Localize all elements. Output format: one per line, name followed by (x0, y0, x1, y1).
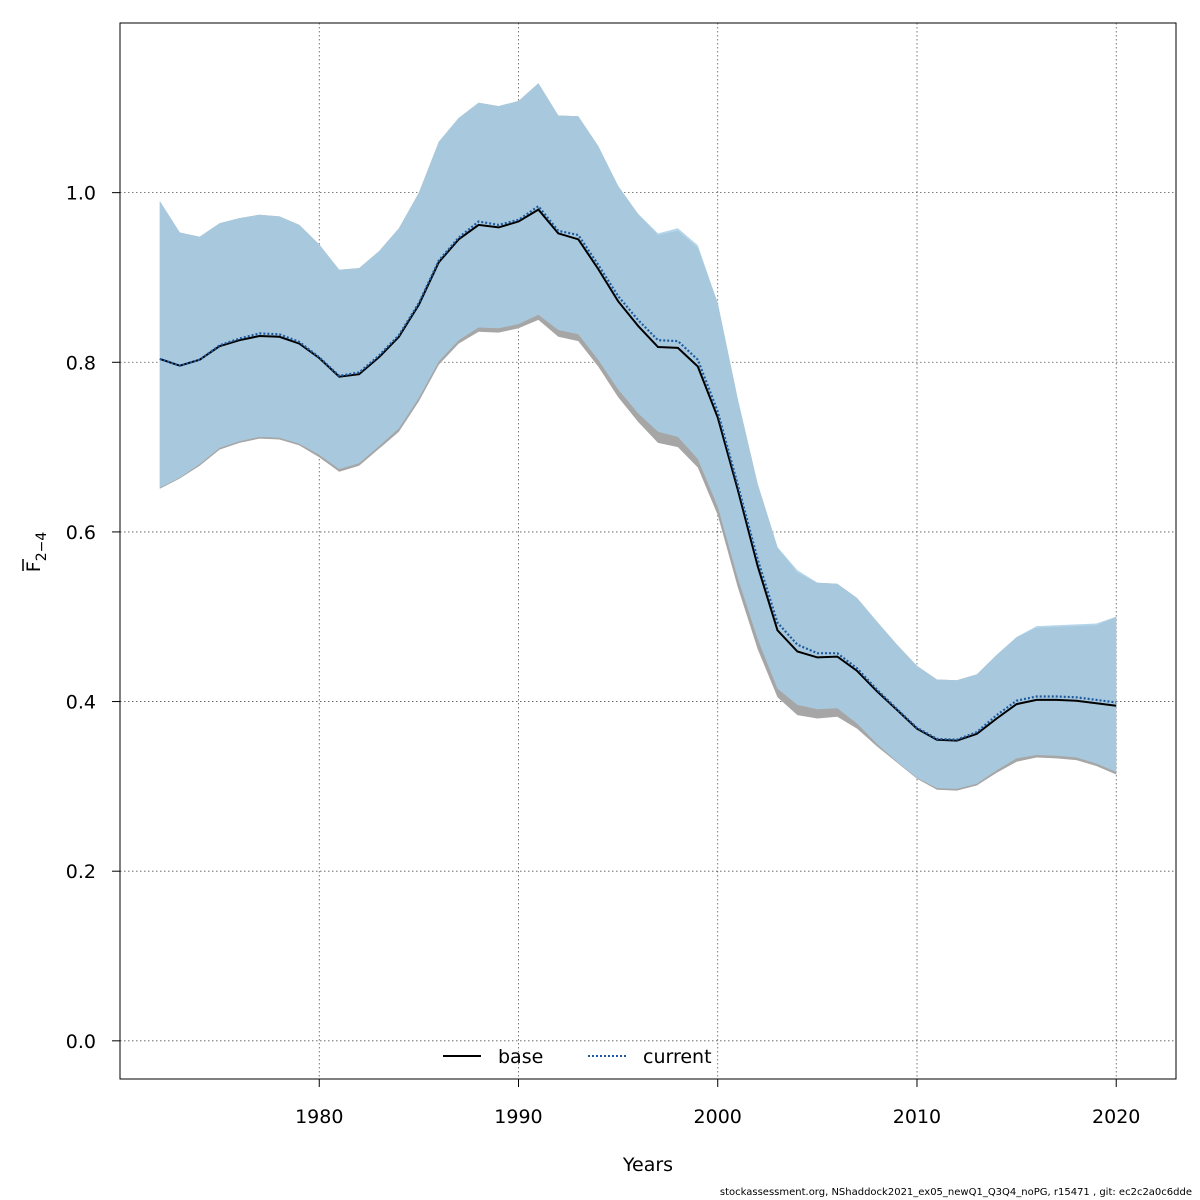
line-current (159, 204, 1117, 741)
x-tick-label: 1990 (494, 1106, 542, 1128)
plot-frame (119, 22, 1177, 1080)
x-tick-label: 2010 (893, 1106, 941, 1128)
y-tick-label: 0.6 (66, 522, 96, 544)
gridlines (120, 23, 1176, 1079)
y-axis-title-subscript: 2−4 (34, 532, 50, 562)
confidence-bands (159, 83, 1117, 791)
x-tick-label: 2000 (694, 1106, 742, 1128)
svg-text:F2−4: F2−4 (23, 532, 50, 573)
y-axis: 0.0 0.2 0.4 0.6 0.8 1.0 (66, 183, 120, 1053)
y-tick-label: 0.8 (66, 352, 96, 374)
y-tick-label: 0.2 (66, 861, 96, 883)
band-current (159, 83, 1117, 789)
x-tick-label: 2020 (1092, 1106, 1140, 1128)
legend: base current (443, 1046, 712, 1068)
y-axis-title-main: F (23, 561, 45, 572)
x-axis: 1980 1990 2000 2010 2020 (295, 1079, 1140, 1128)
series-lines (159, 204, 1117, 742)
y-axis-title: F2−4 (22, 532, 50, 573)
y-tick-label: 0.0 (66, 1031, 96, 1053)
legend-label-current: current (643, 1046, 712, 1068)
y-tick-label: 0.4 (66, 692, 96, 714)
legend-label-base: base (498, 1046, 543, 1068)
x-axis-title: Years (622, 1154, 673, 1176)
footer-credit: stockassessment.org, NShaddock2021_ex05_… (719, 1187, 1192, 1198)
y-tick-label: 1.0 (66, 183, 96, 205)
x-tick-label: 1980 (295, 1106, 343, 1128)
